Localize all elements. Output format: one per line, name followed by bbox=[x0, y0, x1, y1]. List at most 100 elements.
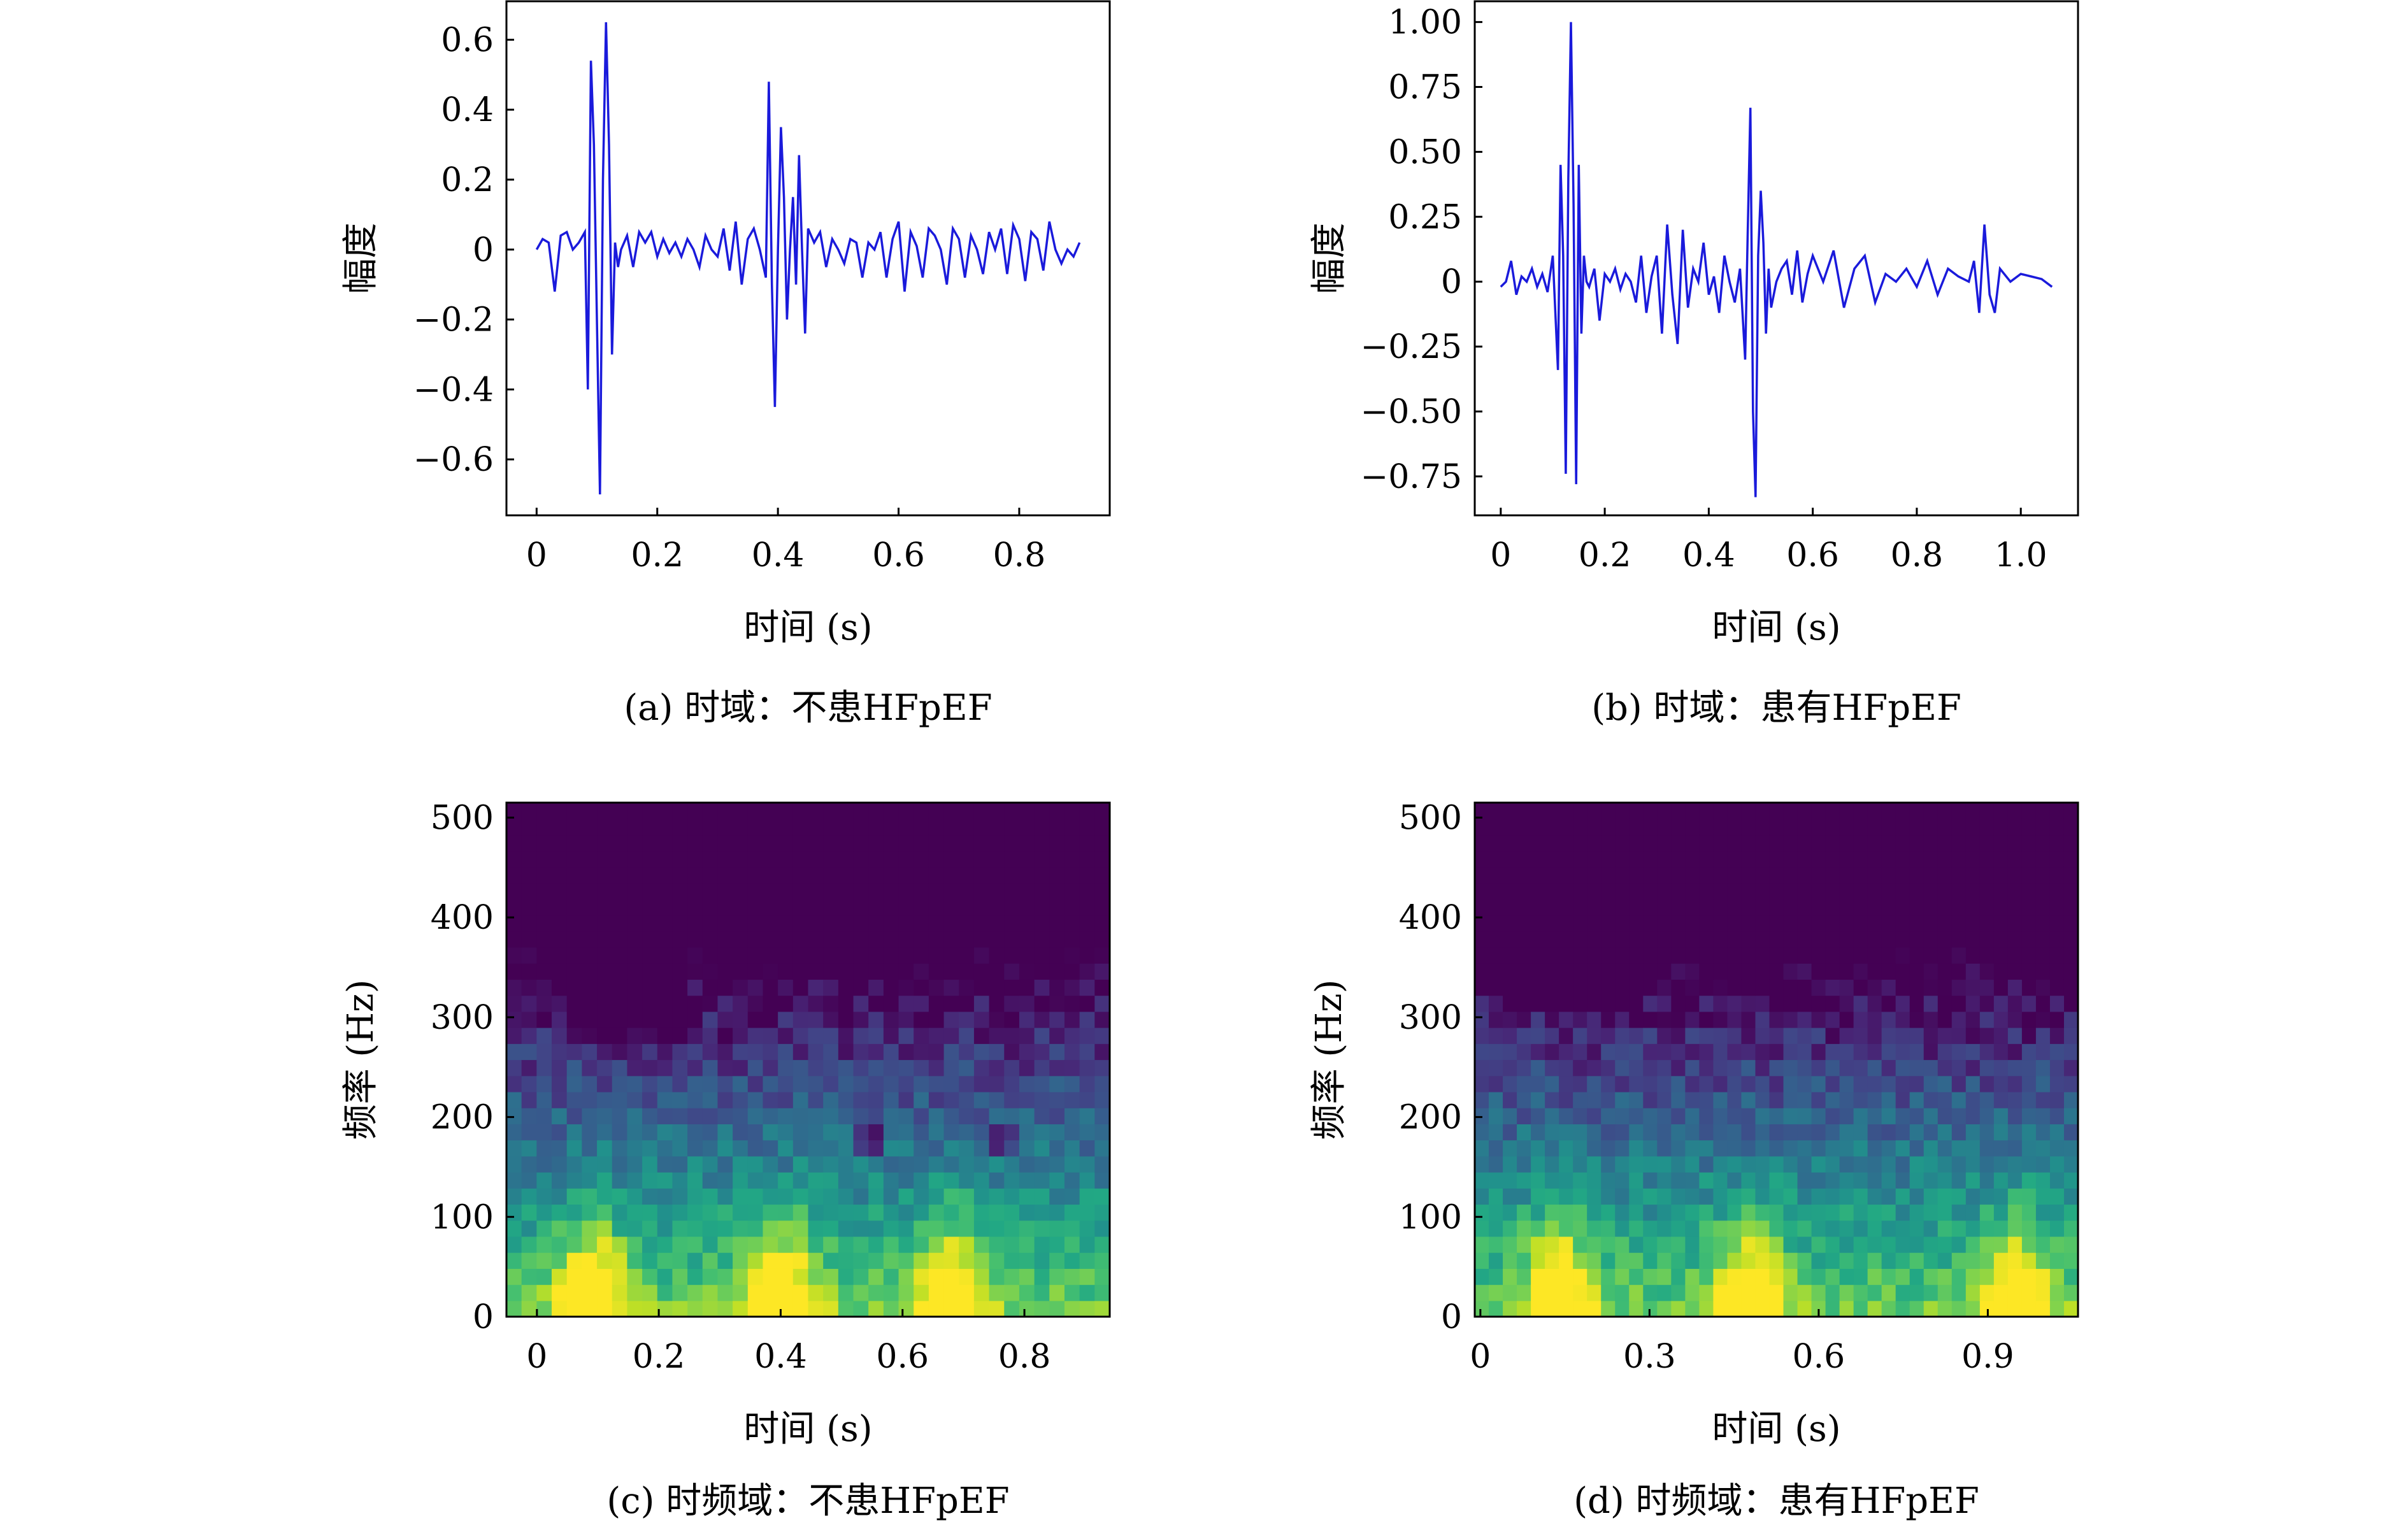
heatmap-cell bbox=[717, 915, 733, 932]
heatmap-cell bbox=[1545, 1300, 1559, 1317]
heatmap-cell bbox=[597, 1252, 613, 1269]
heatmap-cell bbox=[763, 803, 778, 819]
heatmap-cell bbox=[1895, 1108, 1910, 1124]
heatmap-cell bbox=[763, 866, 778, 884]
heatmap-cell bbox=[883, 931, 899, 948]
heatmap-cell bbox=[853, 1043, 869, 1061]
heatmap-cell bbox=[1853, 866, 1868, 884]
heatmap-cell bbox=[1629, 1156, 1644, 1173]
heatmap-cell bbox=[536, 931, 552, 948]
heatmap-cell bbox=[536, 915, 552, 932]
heatmap-cell bbox=[868, 1108, 884, 1124]
heatmap-cell bbox=[702, 803, 719, 819]
heatmap-cell bbox=[717, 1140, 733, 1157]
heatmap-cell bbox=[853, 1011, 869, 1028]
heatmap-cell bbox=[1079, 1236, 1095, 1253]
heatmap-cell bbox=[1769, 899, 1784, 916]
heatmap-cell bbox=[506, 1204, 522, 1221]
heatmap-cell bbox=[853, 1140, 869, 1157]
heatmap-cell bbox=[582, 915, 598, 932]
heatmap-cell bbox=[1019, 1236, 1035, 1253]
heatmap-cell bbox=[1587, 1188, 1602, 1205]
y-tick-label: 200 bbox=[431, 1099, 494, 1137]
heatmap-cell bbox=[1517, 1300, 1531, 1317]
heatmap-cell bbox=[853, 1188, 869, 1205]
heatmap-cell bbox=[1699, 1236, 1714, 1253]
heatmap-cell bbox=[1923, 1108, 1939, 1124]
heatmap-cell bbox=[1895, 834, 1910, 852]
heatmap-cell bbox=[1783, 1284, 1798, 1301]
heatmap-cell bbox=[838, 979, 854, 996]
heatmap-cell bbox=[2035, 947, 2051, 964]
heatmap-cell bbox=[747, 931, 764, 948]
heatmap-cell bbox=[747, 1252, 764, 1269]
heatmap-cell bbox=[1587, 931, 1602, 948]
heatmap-cell bbox=[1713, 850, 1728, 868]
heatmap-cell bbox=[1034, 1011, 1050, 1028]
heatmap-cell bbox=[1741, 1156, 1756, 1173]
heatmap-cell bbox=[1839, 915, 1854, 932]
heatmap-cell bbox=[1853, 963, 1868, 980]
heatmap-cell bbox=[1094, 1172, 1110, 1189]
heatmap-cell bbox=[1839, 1268, 1854, 1285]
heatmap-cell bbox=[914, 1091, 929, 1108]
heatmap-cell bbox=[1064, 1124, 1080, 1141]
heatmap-cell bbox=[536, 1284, 552, 1301]
heatmap-cell bbox=[1867, 850, 1882, 868]
heatmap-cell bbox=[1769, 1124, 1784, 1141]
heatmap-cell bbox=[763, 1220, 778, 1237]
heatmap-cell bbox=[1923, 1220, 1939, 1237]
heatmap-cell bbox=[973, 819, 990, 836]
heatmap-cell bbox=[2021, 899, 2037, 916]
heatmap-cell bbox=[1727, 1252, 1742, 1269]
heatmap-cell bbox=[1923, 866, 1939, 884]
heatmap-cell bbox=[1685, 1252, 1700, 1269]
heatmap-cell bbox=[1545, 979, 1559, 996]
heatmap-cell bbox=[2063, 1027, 2079, 1044]
heatmap-cell bbox=[2063, 1204, 2079, 1221]
heatmap-cell bbox=[914, 1236, 929, 1253]
heatmap-cell bbox=[747, 1027, 764, 1044]
heatmap-cell bbox=[1049, 1236, 1065, 1253]
heatmap-cell bbox=[792, 1236, 809, 1253]
heatmap-cell bbox=[928, 947, 945, 964]
heatmap-cell bbox=[536, 1188, 552, 1205]
heatmap-cell bbox=[2007, 803, 2023, 819]
heatmap-cell bbox=[566, 803, 582, 819]
heatmap-cell bbox=[1629, 1252, 1644, 1269]
heatmap-cell bbox=[1755, 1220, 1770, 1237]
heatmap-cell bbox=[792, 1027, 809, 1044]
heatmap-cell bbox=[1797, 931, 1812, 948]
heatmap-cell bbox=[838, 1124, 854, 1141]
heatmap-cell bbox=[747, 1140, 764, 1157]
heatmap-cell bbox=[1825, 1075, 1840, 1092]
heatmap-cell bbox=[914, 1075, 929, 1092]
heatmap-cell bbox=[642, 1059, 658, 1077]
heatmap-cell bbox=[1685, 899, 1700, 916]
heatmap-cell bbox=[521, 1059, 537, 1077]
heatmap-cell bbox=[808, 1011, 824, 1028]
heatmap-cell bbox=[2063, 1075, 2079, 1092]
heatmap-cell bbox=[1559, 1108, 1573, 1124]
heatmap-cell bbox=[1881, 915, 1896, 932]
heatmap-cell bbox=[1601, 1284, 1616, 1301]
heatmap-cell bbox=[1839, 1236, 1854, 1253]
heatmap-cell bbox=[2049, 866, 2065, 884]
heatmap-cell bbox=[1965, 1156, 1981, 1173]
heatmap-cell bbox=[898, 1027, 914, 1044]
heatmap-cell bbox=[1937, 995, 1953, 1012]
heatmap-cell bbox=[1475, 1204, 1489, 1221]
heatmap-cell bbox=[1881, 1027, 1896, 1044]
heatmap-cell bbox=[1769, 1188, 1784, 1205]
heatmap-cell bbox=[2021, 931, 2037, 948]
heatmap-cell bbox=[1979, 1236, 1995, 1253]
heatmap-cell bbox=[1727, 1027, 1742, 1044]
heatmap-cell bbox=[1657, 963, 1672, 980]
heatmap-cell bbox=[2049, 834, 2065, 852]
heatmap-cell bbox=[702, 899, 719, 916]
heatmap-cell bbox=[1881, 947, 1896, 964]
heatmap-cell bbox=[1587, 850, 1602, 868]
heatmap-cell bbox=[838, 1300, 854, 1317]
heatmap-cell bbox=[1094, 1091, 1110, 1108]
heatmap-cell bbox=[1034, 931, 1050, 948]
